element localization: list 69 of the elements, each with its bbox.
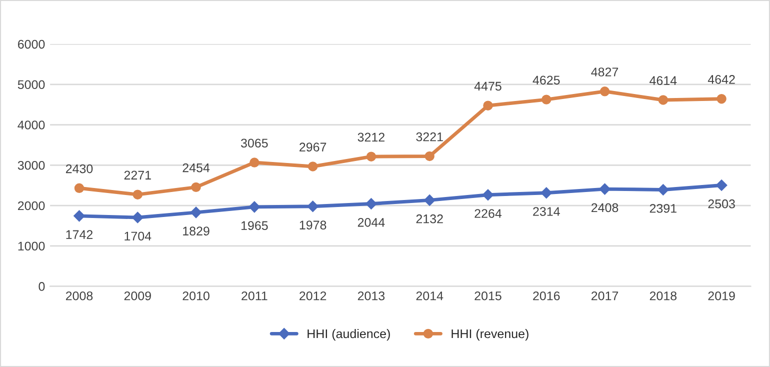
data-label: 2454 bbox=[182, 163, 210, 172]
y-tick-label: 0 bbox=[38, 282, 45, 291]
y-tick-label: 2000 bbox=[18, 201, 45, 210]
y-tick-label: 5000 bbox=[18, 80, 45, 90]
x-tick-label: 2018 bbox=[650, 291, 677, 300]
point bbox=[250, 158, 260, 168]
point bbox=[248, 201, 260, 213]
point bbox=[366, 198, 377, 210]
point bbox=[599, 183, 610, 195]
data-label: 4642 bbox=[708, 75, 735, 84]
x-tick-label: 2014 bbox=[416, 291, 444, 300]
x-tick-label: 2013 bbox=[358, 291, 385, 300]
data-label: 2408 bbox=[591, 203, 618, 212]
y-tick-label: 4000 bbox=[18, 120, 45, 130]
data-label: 3221 bbox=[416, 132, 443, 142]
data-label: 2132 bbox=[416, 214, 443, 224]
x-tick-label: 2011 bbox=[242, 291, 268, 300]
x-tick-label: 2015 bbox=[474, 291, 502, 300]
point bbox=[132, 190, 142, 200]
point bbox=[658, 184, 669, 196]
point bbox=[191, 182, 201, 192]
point bbox=[716, 180, 728, 191]
point bbox=[600, 86, 610, 96]
data-label: 4614 bbox=[650, 76, 677, 86]
x-tick-label: 2010 bbox=[182, 291, 210, 300]
data-label: 1742 bbox=[66, 230, 93, 239]
point bbox=[74, 210, 85, 222]
point bbox=[482, 189, 494, 200]
point bbox=[424, 194, 436, 206]
x-tick-label: 2019 bbox=[708, 291, 735, 300]
data-label: 2314 bbox=[533, 207, 560, 216]
point bbox=[307, 200, 318, 212]
data-label: 4625 bbox=[532, 76, 560, 85]
x-tick-label: 2009 bbox=[124, 291, 151, 300]
data-label: 2264 bbox=[474, 209, 502, 218]
data-label: 1965 bbox=[241, 221, 268, 230]
y-tick-label: 1000 bbox=[18, 242, 45, 251]
point bbox=[483, 100, 493, 110]
data-label: 2391 bbox=[650, 204, 676, 213]
data-label: 3065 bbox=[240, 138, 268, 148]
data-label: 4827 bbox=[591, 68, 618, 76]
y-tick-label: 6000 bbox=[18, 40, 45, 49]
point bbox=[424, 151, 434, 162]
point bbox=[540, 187, 552, 198]
data-label: 2430 bbox=[66, 164, 93, 174]
data-label: 1829 bbox=[183, 226, 210, 236]
data-label: 2503 bbox=[708, 199, 735, 208]
x-tick-label: 2012 bbox=[300, 291, 326, 300]
x-tick-label: 2008 bbox=[66, 291, 93, 300]
y-tick-label: 3000 bbox=[18, 160, 45, 170]
point bbox=[366, 152, 376, 162]
data-label: 1704 bbox=[124, 232, 152, 241]
point bbox=[658, 95, 668, 105]
data-label: 4475 bbox=[474, 82, 502, 91]
point bbox=[132, 212, 144, 224]
legend-label: HHI (audience) bbox=[308, 329, 390, 341]
data-label: 3212 bbox=[358, 132, 384, 142]
point bbox=[190, 206, 202, 218]
data-label: 1978 bbox=[300, 220, 326, 230]
point bbox=[308, 162, 318, 172]
data-label: 2967 bbox=[300, 142, 326, 152]
legend-label: HHI (revenue) bbox=[452, 329, 528, 341]
data-label: 2044 bbox=[358, 218, 385, 227]
point bbox=[74, 183, 84, 194]
point bbox=[542, 94, 552, 104]
x-tick-label: 2016 bbox=[533, 291, 560, 300]
point bbox=[716, 94, 726, 104]
x-tick-label: 2017 bbox=[591, 291, 618, 300]
data-label: 2271 bbox=[124, 170, 151, 180]
